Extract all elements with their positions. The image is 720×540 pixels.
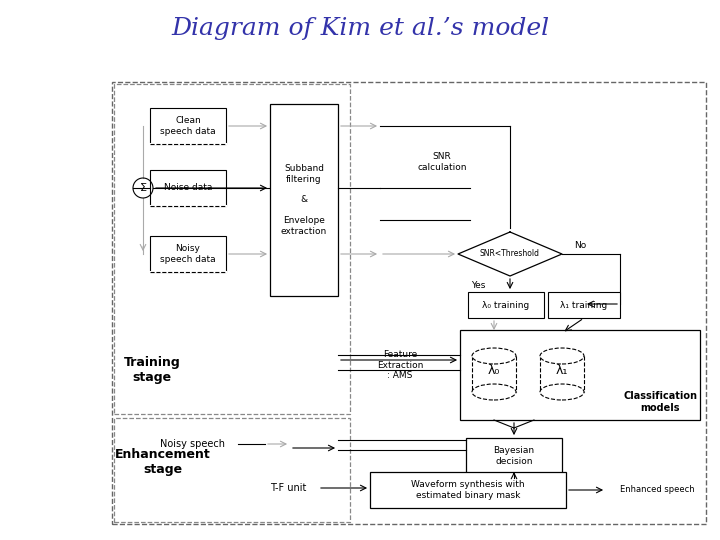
Text: T-F unit: T-F unit — [270, 483, 306, 493]
Bar — [548, 292, 620, 318]
Bar — [112, 82, 706, 524]
Bar — [150, 236, 226, 272]
Bar — [370, 472, 566, 508]
Text: SNR<Threshold: SNR<Threshold — [480, 249, 540, 259]
Bar — [468, 292, 544, 318]
Bar — [460, 330, 700, 420]
Text: Subband
filtering

&

Envelope
extraction: Subband filtering & Envelope extraction — [281, 164, 327, 235]
Bar — [114, 84, 350, 414]
Text: Classification
models: Classification models — [623, 391, 697, 413]
Bar — [466, 438, 562, 474]
Text: Noisy speech: Noisy speech — [160, 439, 225, 449]
Ellipse shape — [540, 348, 584, 364]
Text: Noise data: Noise data — [164, 184, 212, 192]
Text: λ₁ training: λ₁ training — [560, 300, 608, 309]
Text: Enhancement
stage: Enhancement stage — [115, 448, 211, 476]
Text: Bayesian
decision: Bayesian decision — [493, 446, 534, 465]
Text: Enhanced speech: Enhanced speech — [620, 485, 695, 495]
Text: λ₀ training: λ₀ training — [482, 300, 530, 309]
Ellipse shape — [472, 384, 516, 400]
Text: λ₀: λ₀ — [488, 363, 500, 376]
Ellipse shape — [540, 384, 584, 400]
Text: No: No — [574, 241, 586, 251]
Text: Waveform synthesis with
estimated binary mask: Waveform synthesis with estimated binary… — [411, 480, 525, 500]
Bar — [150, 108, 226, 144]
Text: Feature
Extraction
: AMS: Feature Extraction : AMS — [377, 350, 423, 380]
Text: λ₁: λ₁ — [556, 363, 568, 376]
Text: Σ: Σ — [140, 183, 146, 193]
Polygon shape — [458, 232, 562, 276]
Text: Yes: Yes — [471, 281, 485, 291]
Text: SNR
calculation: SNR calculation — [418, 152, 467, 172]
Text: Clean
speech data: Clean speech data — [160, 116, 216, 136]
Text: Diagram of Kim et al.’s model: Diagram of Kim et al.’s model — [171, 17, 549, 39]
Text: Training
stage: Training stage — [124, 356, 181, 384]
Text: Noisy
speech data: Noisy speech data — [160, 244, 216, 264]
Bar — [150, 170, 226, 206]
Bar — [114, 418, 350, 522]
Bar — [270, 104, 338, 296]
Ellipse shape — [472, 348, 516, 364]
